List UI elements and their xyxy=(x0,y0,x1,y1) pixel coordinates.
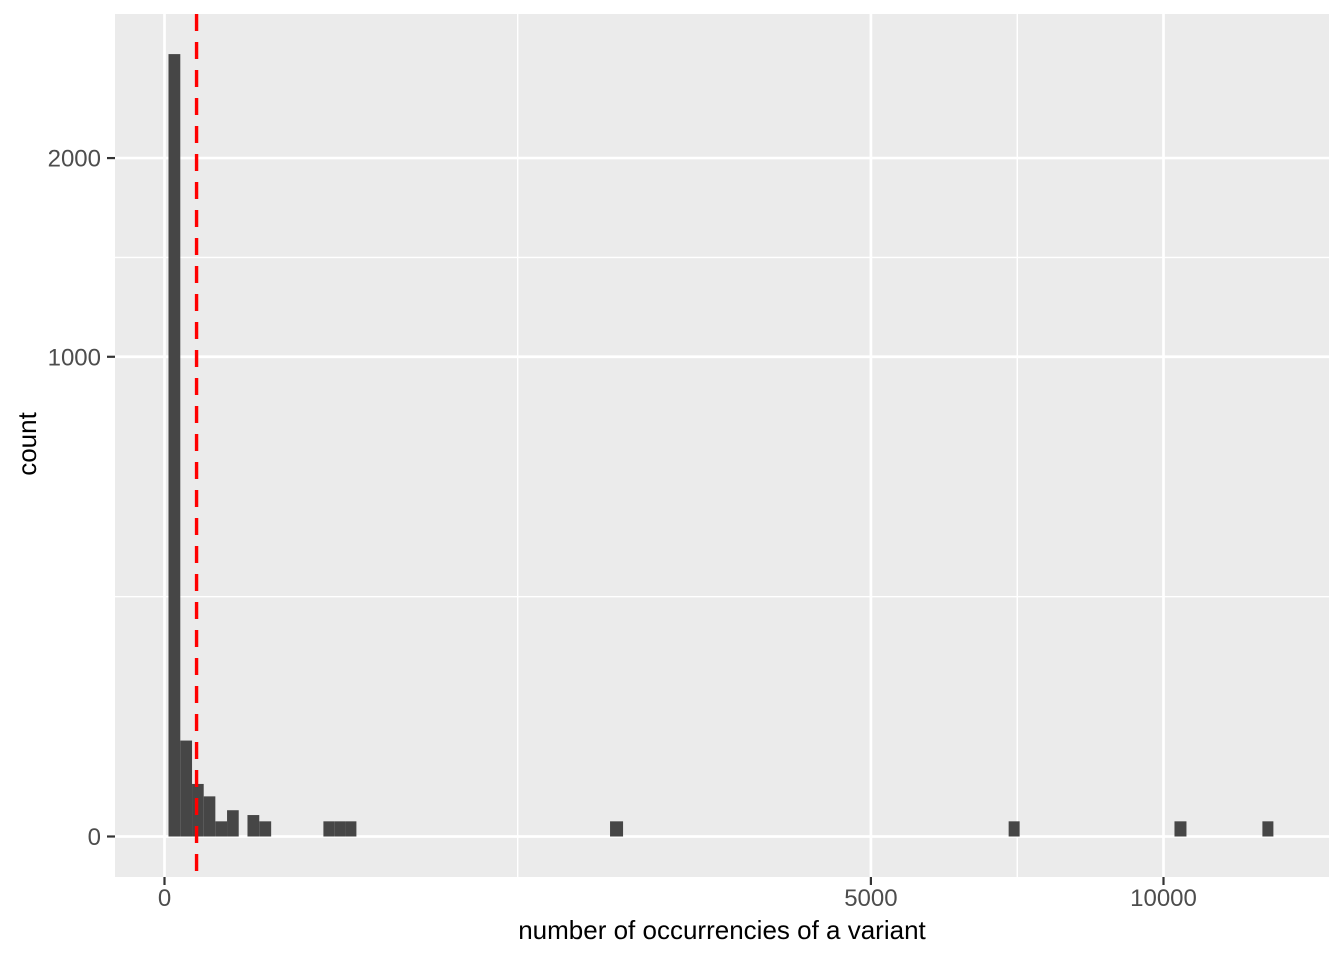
histogram-bar xyxy=(334,821,346,837)
y-tick-label: 0 xyxy=(88,824,101,851)
x-axis-title: number of occurrencies of a variant xyxy=(518,915,926,945)
histogram-bar xyxy=(247,815,260,837)
histogram-bar xyxy=(323,821,335,837)
histogram-bar xyxy=(259,821,272,837)
histogram-bar xyxy=(180,740,193,837)
y-axis-title: count xyxy=(12,412,42,476)
y-tick-label: 2000 xyxy=(48,146,101,173)
x-tick-label: 0 xyxy=(158,885,171,912)
histogram-bar xyxy=(203,796,216,837)
histogram-bar xyxy=(215,821,228,837)
histogram-bar xyxy=(227,810,239,837)
histogram-bar xyxy=(1008,821,1020,837)
histogram-bar xyxy=(168,54,181,837)
histogram-bar xyxy=(345,821,357,837)
plot-panel xyxy=(115,14,1329,877)
x-tick-label: 5000 xyxy=(844,885,897,912)
histogram-bar xyxy=(610,821,624,837)
x-tick-label: 10000 xyxy=(1130,885,1197,912)
histogram-bar xyxy=(1174,821,1187,837)
histogram-bar xyxy=(1262,821,1274,837)
y-tick-label: 1000 xyxy=(48,344,101,371)
